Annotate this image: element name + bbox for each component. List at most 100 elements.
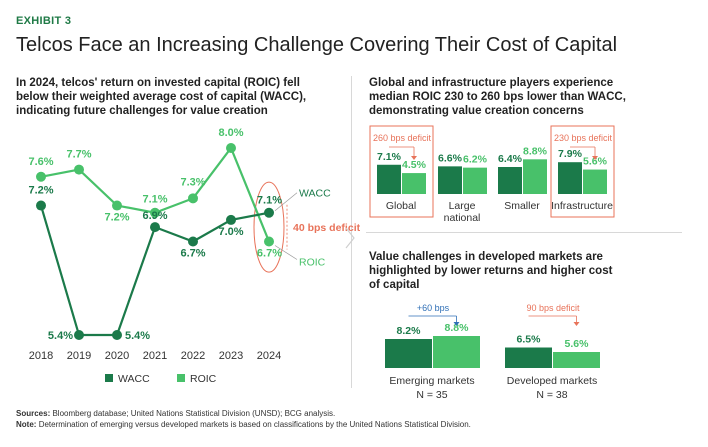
x-tick-label: 2019 — [67, 350, 91, 362]
bar-category-label: Emerging markets — [389, 375, 474, 387]
bar-roic — [523, 159, 547, 194]
left-subtitle-line: indicating future challenges for value c… — [16, 105, 268, 117]
left-subtitle-line: below their weighted average cost of cap… — [16, 91, 307, 103]
roic-value-label: 7.2% — [104, 212, 129, 224]
wacc-tag: WACC — [299, 188, 331, 200]
roic-point — [188, 193, 198, 204]
bar-wacc-value: 8.2% — [397, 325, 422, 337]
roic-value-label: 7.7% — [66, 149, 91, 161]
right-bottom-subtitle: Value challenges in developed markets ar… — [369, 250, 612, 292]
roic-point — [36, 171, 46, 182]
x-tick-label: 2022 — [181, 350, 205, 362]
bar-wacc — [505, 347, 552, 368]
wacc-value-label: 7.2% — [28, 185, 53, 197]
legend-roic-swatch — [177, 374, 185, 382]
wacc-value-label: 6.9% — [142, 210, 167, 222]
roic-value-label: 7.3% — [180, 176, 205, 188]
wacc-point — [74, 330, 84, 340]
bar-note: +60 bps — [417, 303, 450, 313]
roic-point — [74, 164, 84, 175]
bar-roic — [553, 352, 600, 368]
note-arrow-icon — [453, 322, 460, 326]
note-label: Note: — [16, 420, 37, 429]
wacc-point — [264, 207, 274, 218]
wacc-value-label: 7.1% — [257, 195, 282, 207]
x-tick-label: 2018 — [29, 350, 53, 362]
roic-value-label: 6.7% — [257, 248, 282, 260]
deficit-note: 230 bps deficit — [554, 133, 613, 143]
deficit-arrow-icon — [411, 156, 417, 160]
bar-wacc-value: 6.6% — [438, 152, 463, 164]
bar-roic — [433, 336, 480, 368]
roic-point — [150, 207, 160, 218]
bar-wacc-value: 6.5% — [517, 334, 542, 346]
right-top-subtitle-line: demonstrating value creation concerns — [369, 105, 584, 117]
deficit-label: 40 bps deficit — [293, 222, 361, 234]
legend-roic-label: ROIC — [190, 373, 217, 385]
wacc-tag-leader — [274, 192, 298, 212]
right-bottom-subtitle-line: highlighted by lower returns and higher … — [369, 265, 613, 277]
roic-value-label: 8.0% — [218, 127, 243, 139]
sources-label: Sources: — [16, 409, 51, 418]
x-tick-label: 2024 — [257, 350, 281, 362]
deficit-box — [550, 125, 615, 218]
roic-point — [112, 200, 122, 211]
bar-wacc — [498, 167, 522, 194]
bar-n-label: N = 35 — [416, 389, 447, 401]
bar-wacc-value: 7.9% — [558, 148, 583, 160]
bar-note: 90 bps deficit — [526, 303, 580, 313]
bar-roic-value: 4.5% — [402, 159, 427, 171]
left-subtitle-line: In 2024, telcos' return on invested capi… — [16, 77, 300, 89]
page-title: Telcos Face an Increasing Challenge Cove… — [16, 34, 618, 56]
bar-wacc — [385, 339, 432, 368]
x-tick-label: 2023 — [219, 350, 243, 362]
right-bottom-subtitle-line: Value challenges in developed markets ar… — [369, 251, 603, 263]
bar-wacc-value: 6.4% — [498, 153, 523, 165]
roic-point — [226, 143, 236, 153]
deficit-arrow-icon — [592, 156, 598, 160]
roic-value-label: 7.1% — [142, 194, 167, 206]
roic-tag: ROIC — [299, 257, 326, 269]
footer-note: Note: Determination of emerging versus d… — [16, 419, 471, 430]
wacc-point — [226, 214, 236, 225]
legend-wacc-swatch — [105, 374, 113, 382]
x-tick-label: 2020 — [105, 350, 129, 362]
footer-sources: Sources: Bloomberg database; United Nati… — [16, 408, 471, 419]
roic-value-label: 7.6% — [28, 156, 53, 168]
wacc-point — [150, 222, 160, 233]
bar-category-label: Global — [386, 200, 416, 212]
right-top-subtitle-line: Global and infrastructure players experi… — [369, 77, 614, 89]
bar-category-label: Large — [449, 200, 476, 212]
legend-wacc-label: WACC — [118, 373, 150, 385]
deficit-box — [369, 125, 434, 218]
bar-roic — [402, 173, 426, 194]
bar-category-label: Developed markets — [507, 375, 597, 387]
roic-tag-leader — [274, 245, 298, 260]
wacc-value-label: 6.7% — [180, 248, 205, 260]
note-text: Determination of emerging versus develop… — [38, 420, 471, 429]
x-tick-label: 2021 — [143, 350, 167, 362]
bar-roic-value: 5.6% — [583, 156, 608, 168]
wacc-point — [112, 330, 122, 340]
wacc-value-label: 5.4% — [125, 330, 150, 342]
bar-wacc — [377, 164, 401, 194]
left-subtitle: In 2024, telcos' return on invested capi… — [16, 76, 306, 118]
roic-point — [264, 236, 274, 247]
bar-roic — [583, 169, 607, 194]
bar-wacc — [438, 166, 462, 194]
bar-category-label: Smaller — [504, 200, 540, 212]
wacc-value-label: 7.0% — [218, 226, 243, 238]
wacc-point — [188, 236, 198, 247]
wacc-point — [36, 200, 46, 211]
sources-text: Bloomberg database; United Nations Stati… — [52, 409, 336, 418]
bar-wacc-value: 7.1% — [377, 151, 402, 163]
chevron-right-icon — [345, 227, 355, 249]
bar-n-label: N = 38 — [536, 389, 567, 401]
bar-roic-value: 8.8% — [445, 322, 470, 334]
exhibit-label: EXHIBIT 3 — [16, 15, 72, 27]
right-bottom-subtitle-line: of capital — [369, 279, 420, 291]
right-panel-divider — [366, 232, 682, 233]
deficit-oval — [253, 181, 285, 273]
bar-category-label: Infrastructure — [551, 200, 613, 212]
